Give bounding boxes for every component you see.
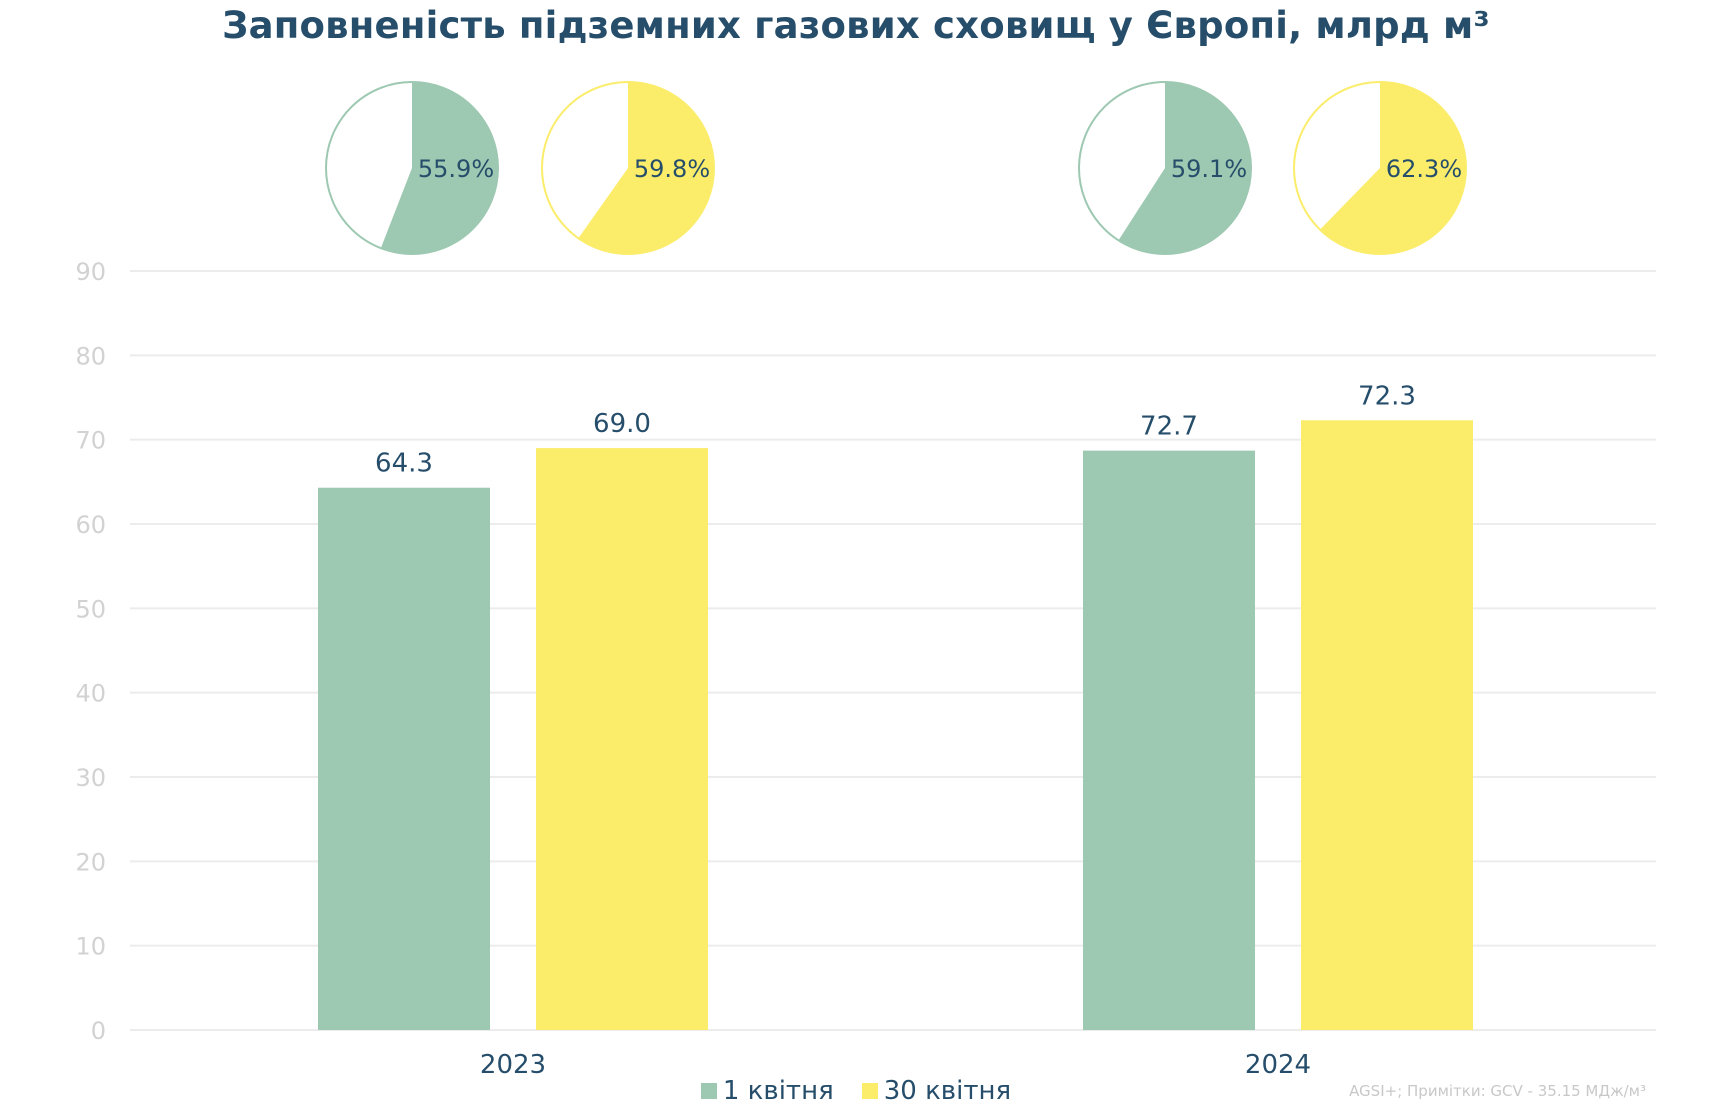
pie-slice	[1118, 82, 1251, 254]
y-tick-label-30: 30	[75, 764, 106, 792]
data-label-layer: 64.3 69.0 72.7 72.3	[375, 381, 1416, 478]
pie-layer: 55.9% 59.8% 59.1% 62.3%	[325, 81, 1467, 255]
data-label-2023-series-1: 64.3	[375, 449, 433, 479]
pie-slice	[578, 82, 714, 254]
pie-slice	[380, 82, 499, 254]
bar-2023-series-1	[318, 487, 490, 1030]
pie-slice	[1319, 82, 1466, 255]
legend-item-2: 30 квітня	[861, 1076, 1012, 1106]
chart-title: Заповненість підземних газових сховищ у …	[222, 4, 1490, 47]
x-tick-label-2023: 2023	[480, 1050, 546, 1080]
legend-item-1: 1 квітня	[700, 1076, 834, 1106]
y-tick-label-0: 0	[91, 1017, 106, 1045]
pie-label: 62.3%	[1386, 155, 1462, 183]
legend-label-1: 1 квітня	[722, 1076, 834, 1106]
y-axis-ticks: 0 10 20 30 40 50 60 70 80 90	[75, 258, 106, 1045]
y-tick-label-70: 70	[75, 427, 106, 455]
pie-2023-series-1: 55.9%	[325, 81, 499, 255]
pie-2024-series-1: 59.1%	[1078, 81, 1252, 255]
bar-2024-series-2	[1301, 420, 1473, 1030]
legend-swatch-2	[861, 1083, 878, 1099]
data-label-2023-series-2: 69.0	[593, 409, 651, 439]
legend-swatch-1	[700, 1083, 717, 1099]
pie-label: 59.8%	[634, 155, 710, 183]
pie-2024-series-2: 62.3%	[1293, 81, 1467, 255]
y-tick-label-90: 90	[75, 258, 106, 286]
y-tick-label-20: 20	[75, 848, 106, 876]
data-label-2024-series-2: 72.3	[1358, 381, 1416, 411]
x-tick-label-2024: 2024	[1245, 1050, 1311, 1080]
bar-2023-series-2	[536, 448, 708, 1031]
y-tick-label-60: 60	[75, 511, 106, 539]
x-axis-labels: 2023 2024	[480, 1050, 1311, 1080]
legend-label-2: 30 квітня	[883, 1076, 1012, 1106]
pie-2023-series-2: 59.8%	[541, 81, 715, 255]
y-tick-label-40: 40	[75, 680, 106, 708]
source-note: AGSI+; Примітки: GCV - 35.15 МДж/м³	[1349, 1082, 1646, 1100]
y-tick-label-10: 10	[75, 933, 106, 961]
bar-layer	[318, 420, 1473, 1031]
pie-label: 59.1%	[1171, 155, 1247, 183]
bar-2024-series-1	[1083, 450, 1255, 1030]
legend: 1 квітня 30 квітня	[0, 1076, 1712, 1106]
pie-label: 55.9%	[418, 155, 494, 183]
data-label-2024-series-1: 72.7	[1140, 412, 1198, 442]
y-tick-label-80: 80	[75, 342, 106, 370]
y-tick-label-50: 50	[75, 595, 106, 623]
